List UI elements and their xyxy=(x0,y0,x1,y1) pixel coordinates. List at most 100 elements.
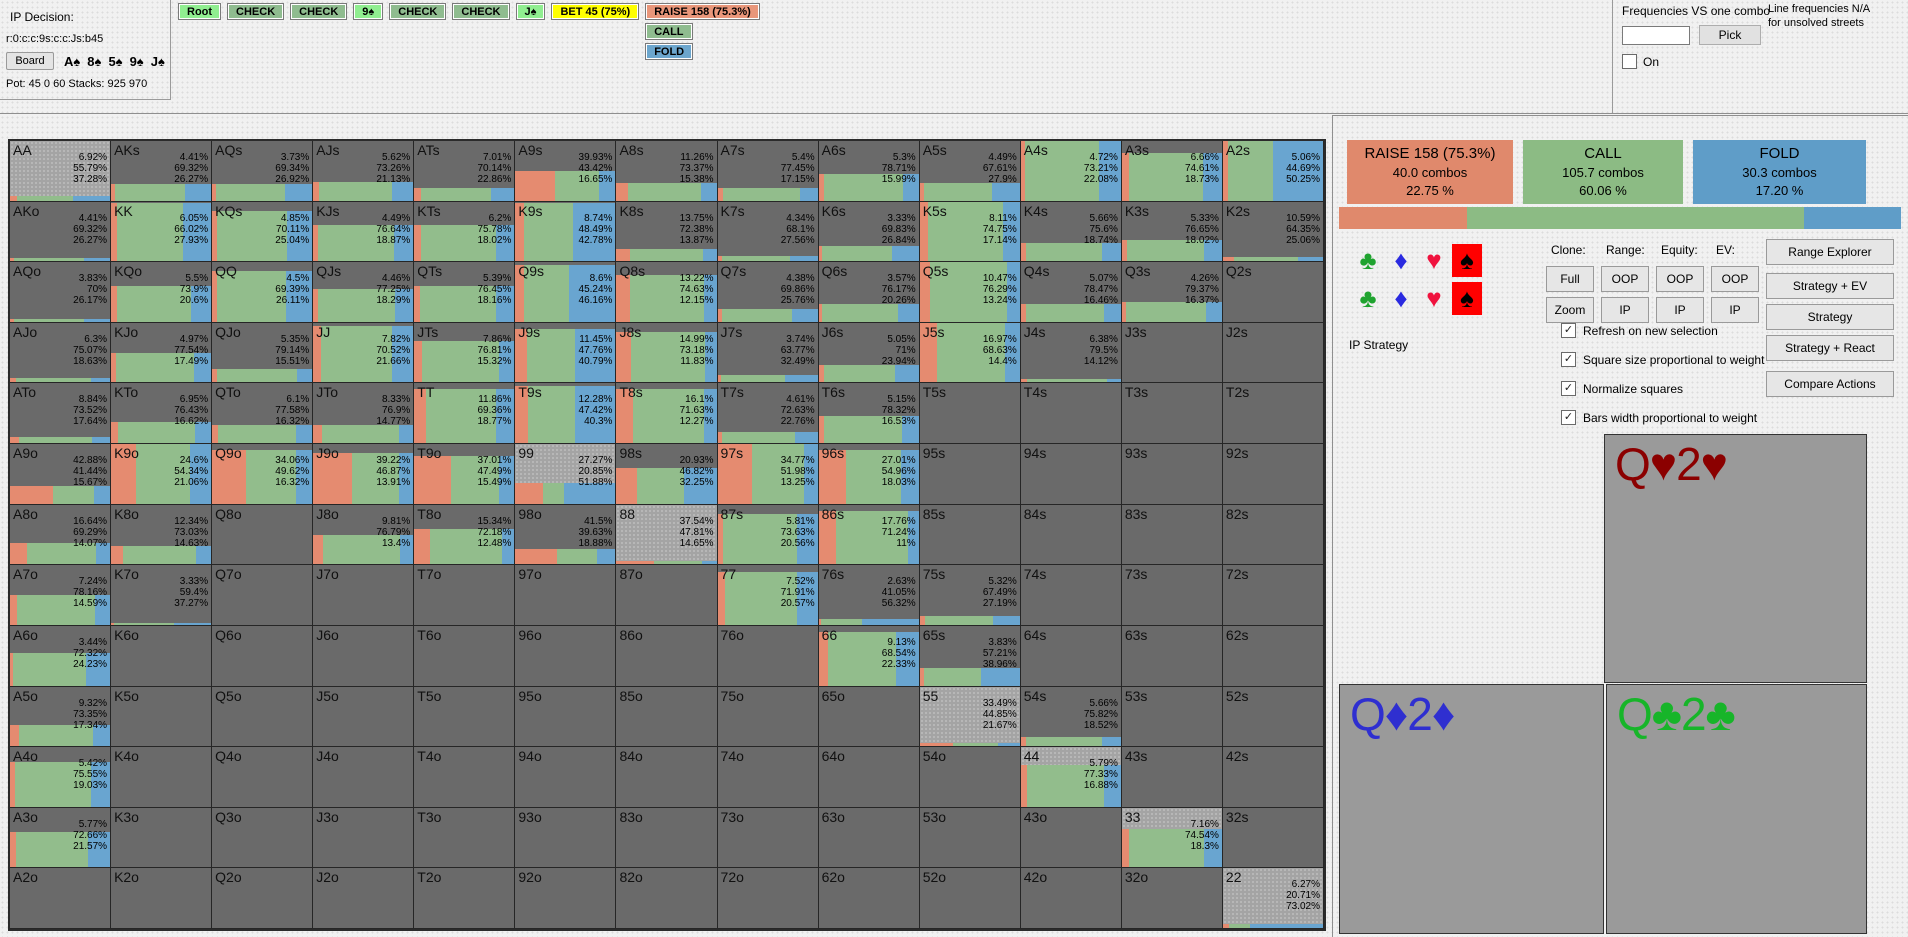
grid-cell-aa[interactable]: 6.92% 55.79% 37.28% AA xyxy=(10,141,112,202)
grid-cell-t6s[interactable]: 5.15% 78.32% 16.53% T6s xyxy=(818,383,920,445)
grid-cell-22[interactable]: 6.27% 20.71% 73.02% 22 xyxy=(1222,868,1324,929)
grid-cell-q5o[interactable]: Q5o xyxy=(212,686,314,748)
grid-cell-q4s[interactable]: 5.07% 78.47% 16.46% Q4s xyxy=(1020,262,1122,323)
grid-cell-j8o[interactable]: 9.81% 76.79% 13.4% J8o xyxy=(313,504,415,566)
grid-cell-87s[interactable]: 5.81% 73.63% 20.56% 87s xyxy=(717,504,819,566)
grid-cell-a2o[interactable]: A2o xyxy=(10,868,112,929)
node-bet-45-75[interactable]: BET 45 (75%) xyxy=(551,3,640,20)
combo-q-2[interactable]: Q♦2♦ xyxy=(1339,684,1604,934)
grid-cell-j7o[interactable]: J7o xyxy=(313,565,415,626)
grid-cell-64s[interactable]: 64s xyxy=(1020,625,1122,687)
grid-cell-tt[interactable]: 11.86% 69.36% 18.77% TT xyxy=(414,383,516,445)
grid-cell-k4s[interactable]: 5.66% 75.6% 18.74% K4s xyxy=(1020,201,1122,263)
grid-cell-kto[interactable]: 6.95% 76.43% 16.62% KTo xyxy=(111,383,213,445)
grid-cell-32s[interactable]: 32s xyxy=(1222,807,1324,869)
strategy-react-button[interactable]: Strategy + React xyxy=(1766,335,1894,361)
grid-cell-t6o[interactable]: T6o xyxy=(414,625,516,687)
grid-cell-82o[interactable]: 82o xyxy=(616,868,718,929)
grid-cell-k7s[interactable]: 4.34% 68.1% 27.56% K7s xyxy=(717,201,819,263)
grid-cell-52o[interactable]: 52o xyxy=(919,868,1021,929)
grid-cell-k9s[interactable]: 8.74% 48.49% 42.78% K9s xyxy=(515,201,617,263)
grid-cell-q9o[interactable]: 34.06% 49.62% 16.32% Q9o xyxy=(212,444,314,505)
strategy-button[interactable]: Strategy xyxy=(1766,304,1894,330)
grid-cell-76s[interactable]: 2.63% 41.05% 56.32% 76s xyxy=(818,565,920,626)
grid-cell-t7o[interactable]: T7o xyxy=(414,565,516,626)
grid-cell-q6s[interactable]: 3.57% 76.17% 20.26% Q6s xyxy=(818,262,920,323)
grid-cell-j9o[interactable]: 39.22% 46.87% 13.91% J9o xyxy=(313,444,415,505)
grid-cell-a5o[interactable]: 9.32% 73.35% 17.34% A5o xyxy=(10,686,112,748)
grid-cell-j5s[interactable]: 16.97% 68.63% 14.4% J5s xyxy=(919,322,1021,384)
grid-cell-j3s[interactable]: J3s xyxy=(1121,322,1223,384)
grid-cell-92s[interactable]: 92s xyxy=(1222,444,1324,505)
grid-cell-j4o[interactable]: J4o xyxy=(313,747,415,808)
grid-cell-94s[interactable]: 94s xyxy=(1020,444,1122,505)
grid-cell-ato[interactable]: 8.84% 73.52% 17.64% ATo xyxy=(10,383,112,445)
oop-button[interactable]: OOP xyxy=(1656,266,1704,292)
grid-cell-t2s[interactable]: T2s xyxy=(1222,383,1324,445)
grid-cell-a4o[interactable]: 5.42% 75.55% 19.03% A4o xyxy=(10,747,112,808)
grid-cell-42o[interactable]: 42o xyxy=(1020,868,1122,929)
grid-cell-a9s[interactable]: 39.93% 43.42% 16.65% A9s xyxy=(515,141,617,202)
on-checkbox[interactable] xyxy=(1622,54,1637,69)
grid-cell-74s[interactable]: 74s xyxy=(1020,565,1122,626)
grid-cell-q8o[interactable]: Q8o xyxy=(212,504,314,566)
grid-cell-j9s[interactable]: 11.45% 47.76% 40.79% J9s xyxy=(515,322,617,384)
grid-cell-ats[interactable]: 7.01% 70.14% 22.86% ATs xyxy=(414,141,516,202)
grid-cell-j7s[interactable]: 3.74% 63.77% 32.49% J7s xyxy=(717,322,819,384)
board-button[interactable]: Board xyxy=(6,52,54,70)
grid-cell-55[interactable]: 33.49% 44.85% 21.67% 55 xyxy=(919,686,1021,748)
grid-cell-k5o[interactable]: K5o xyxy=(111,686,213,748)
grid-cell-97o[interactable]: 97o xyxy=(515,565,617,626)
club-icon[interactable]: ♣ xyxy=(1359,245,1377,275)
oop-button[interactable]: OOP xyxy=(1601,266,1649,292)
grid-cell-42s[interactable]: 42s xyxy=(1222,747,1324,808)
grid-cell-75o[interactable]: 75o xyxy=(717,686,819,748)
grid-cell-ajs[interactable]: 5.62% 73.26% 21.13% AJs xyxy=(313,141,415,202)
grid-cell-a7o[interactable]: 7.24% 78.16% 14.59% A7o xyxy=(10,565,112,626)
grid-cell-86o[interactable]: 86o xyxy=(616,625,718,687)
grid-cell-k9o[interactable]: 24.6% 54.34% 21.06% K9o xyxy=(111,444,213,505)
normalize-squares-checkbox[interactable]: ✓ xyxy=(1561,381,1576,396)
grid-cell-jts[interactable]: 7.86% 76.81% 15.32% JTs xyxy=(414,322,516,384)
ip-button[interactable]: IP xyxy=(1711,297,1759,323)
grid-cell-74o[interactable]: 74o xyxy=(717,747,819,808)
grid-cell-t4o[interactable]: T4o xyxy=(414,747,516,808)
range-explorer-button[interactable]: Range Explorer xyxy=(1766,239,1894,265)
grid-cell-k2s[interactable]: 10.59% 64.35% 25.06% K2s xyxy=(1222,201,1324,263)
grid-cell-85s[interactable]: 85s xyxy=(919,504,1021,566)
grid-cell-62s[interactable]: 62s xyxy=(1222,625,1324,687)
node-call[interactable]: CALL xyxy=(645,23,693,40)
grid-cell-77[interactable]: 7.52% 71.91% 20.57% 77 xyxy=(717,565,819,626)
grid-cell-43s[interactable]: 43s xyxy=(1121,747,1223,808)
grid-cell-t3s[interactable]: T3s xyxy=(1121,383,1223,445)
grid-cell-73s[interactable]: 73s xyxy=(1121,565,1223,626)
node-check[interactable]: CHECK xyxy=(452,3,510,20)
grid-cell-j6s[interactable]: 5.05% 71% 23.94% J6s xyxy=(818,322,920,384)
node-9[interactable]: 9♠ xyxy=(353,3,384,20)
diamond-icon[interactable]: ♦ xyxy=(1394,245,1408,275)
grid-cell-44[interactable]: 5.79% 77.33% 16.88% 44 xyxy=(1020,747,1122,808)
grid-cell-q7s[interactable]: 4.38% 69.86% 25.76% Q7s xyxy=(717,262,819,323)
grid-cell-a8s[interactable]: 11.26% 73.37% 15.38% A8s xyxy=(616,141,718,202)
grid-cell-43o[interactable]: 43o xyxy=(1020,807,1122,869)
grid-cell-qjo[interactable]: 5.35% 79.14% 15.51% QJo xyxy=(212,322,314,384)
grid-cell-88[interactable]: 37.54% 47.81% 14.65% 88 xyxy=(616,504,718,566)
grid-cell-aqo[interactable]: 3.83% 70% 26.17% AQo xyxy=(10,262,112,323)
grid-cell-52s[interactable]: 52s xyxy=(1222,686,1324,748)
grid-cell-65o[interactable]: 65o xyxy=(818,686,920,748)
grid-cell-j2o[interactable]: J2o xyxy=(313,868,415,929)
grid-cell-ako[interactable]: 4.41% 69.32% 26.27% AKo xyxy=(10,201,112,263)
grid-cell-j2s[interactable]: J2s xyxy=(1222,322,1324,384)
grid-cell-t9o[interactable]: 37.01% 47.49% 15.49% T9o xyxy=(414,444,516,505)
combo-input[interactable] xyxy=(1622,25,1690,45)
grid-cell-k6s[interactable]: 3.33% 69.83% 26.84% K6s xyxy=(818,201,920,263)
ip-button[interactable]: IP xyxy=(1656,297,1704,323)
combo-q-2[interactable]: Q♥2♥ xyxy=(1604,434,1867,683)
grid-cell-66[interactable]: 9.13% 68.54% 22.33% 66 xyxy=(818,625,920,687)
node-check[interactable]: CHECK xyxy=(389,3,447,20)
grid-cell-qjs[interactable]: 4.46% 77.25% 18.29% QJs xyxy=(313,262,415,323)
grid-cell-a2s[interactable]: 5.06% 44.69% 50.25% A2s xyxy=(1222,141,1324,202)
diamond-icon[interactable]: ♦ xyxy=(1394,283,1408,313)
grid-cell-k2o[interactable]: K2o xyxy=(111,868,213,929)
grid-cell-q3o[interactable]: Q3o xyxy=(212,807,314,869)
